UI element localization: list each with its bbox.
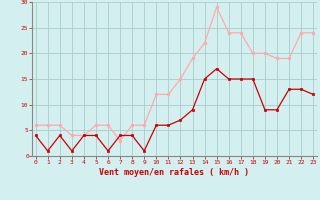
X-axis label: Vent moyen/en rafales ( km/h ): Vent moyen/en rafales ( km/h ) — [100, 168, 249, 177]
Text: 0: 0 — [26, 154, 29, 158]
